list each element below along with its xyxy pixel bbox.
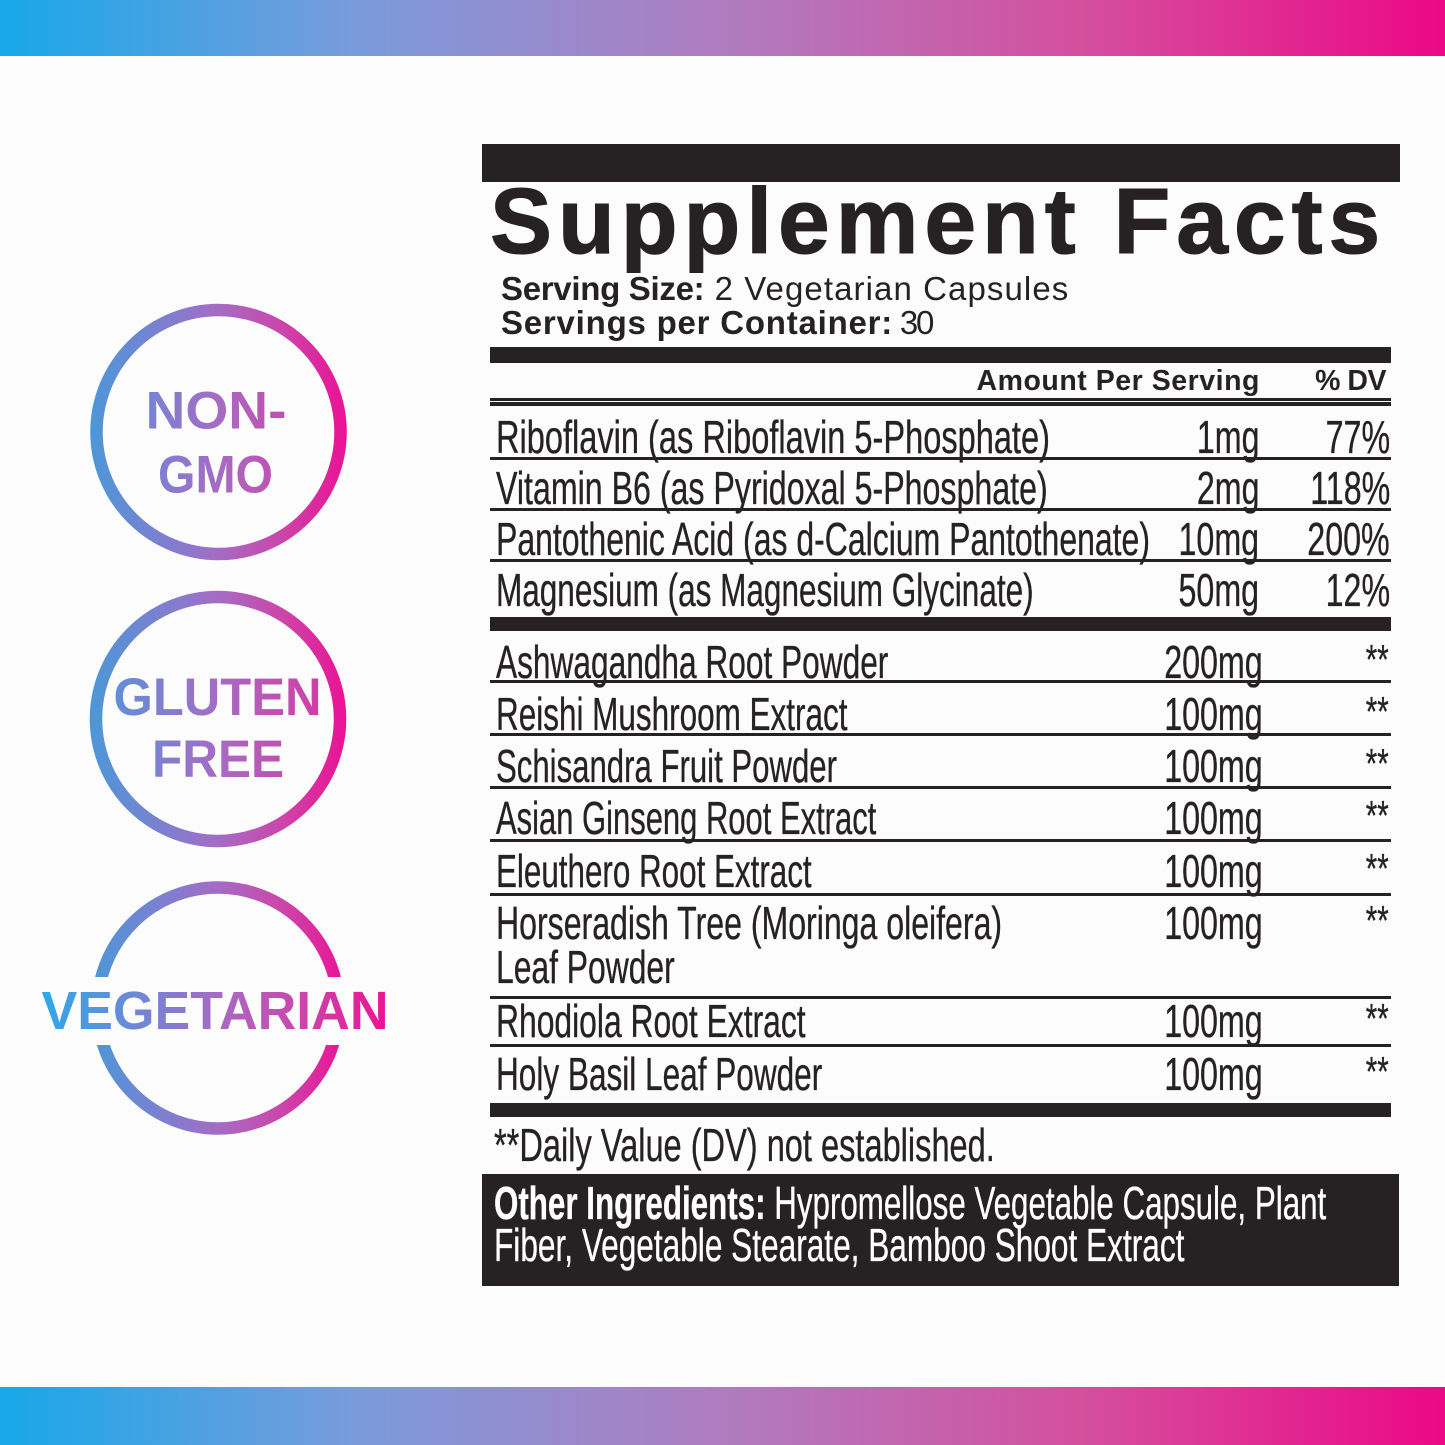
svg-text:VEGETARIAN: VEGETARIAN [42, 981, 389, 1041]
svg-text:NON-: NON- [146, 382, 287, 441]
svg-text:GLUTEN: GLUTEN [114, 668, 322, 727]
svg-text:FREE: FREE [152, 730, 284, 789]
svg-text:GMO: GMO [158, 446, 273, 505]
